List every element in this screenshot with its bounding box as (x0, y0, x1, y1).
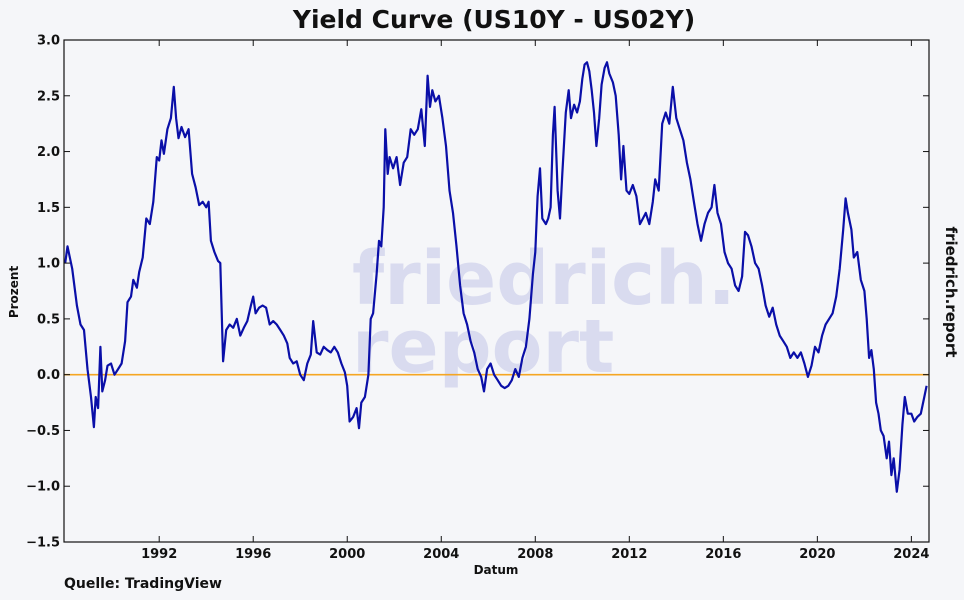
chart-title: Yield Curve (US10Y - US02Y) (292, 5, 695, 34)
side-brand-label: friedrich.report (942, 227, 960, 358)
y-tick-label: −0.5 (26, 424, 60, 439)
source-note: Quelle: TradingView (64, 576, 222, 592)
y-axis: −1.5 −1.0 −0.5 0.0 0.5 1.0 1.5 2.0 2.5 3.0 (26, 34, 929, 551)
x-axis-label: Datum (474, 563, 519, 577)
x-tick-label: 1992 (141, 547, 177, 562)
y-axis-label: Prozent (7, 266, 21, 319)
series-layer (64, 61, 928, 493)
x-tick-label: 2000 (329, 547, 365, 562)
y-tick-label: −1.0 (26, 480, 60, 495)
x-tick-label: 2016 (705, 547, 741, 562)
watermark-line-1: friedrich. (352, 236, 736, 322)
x-tick-label: 2008 (517, 547, 553, 562)
watermark-line-2: report (352, 304, 614, 390)
y-tick-label: 1.5 (37, 201, 60, 216)
x-tick-label: 2020 (799, 547, 835, 562)
y-tick-label: 2.0 (37, 145, 60, 160)
x-axis: 1992 1996 2000 2004 2008 2012 2016 2020 2024 (141, 40, 929, 562)
y-tick-label: 3.0 (37, 34, 60, 49)
y-tick-label: 0.0 (37, 368, 60, 383)
x-tick-label: 2024 (893, 547, 929, 562)
plot-frame (63, 39, 930, 543)
series-line-0 (64, 61, 928, 493)
y-tick-label: 2.5 (37, 89, 60, 104)
x-tick-label: 2004 (423, 547, 459, 562)
watermark: friedrich. report (352, 236, 736, 390)
y-tick-label: 0.5 (37, 312, 60, 327)
x-tick-label: 1996 (235, 547, 271, 562)
y-tick-label: 1.0 (37, 257, 60, 272)
y-tick-label: −1.5 (26, 536, 60, 551)
x-tick-label: 2012 (611, 547, 647, 562)
